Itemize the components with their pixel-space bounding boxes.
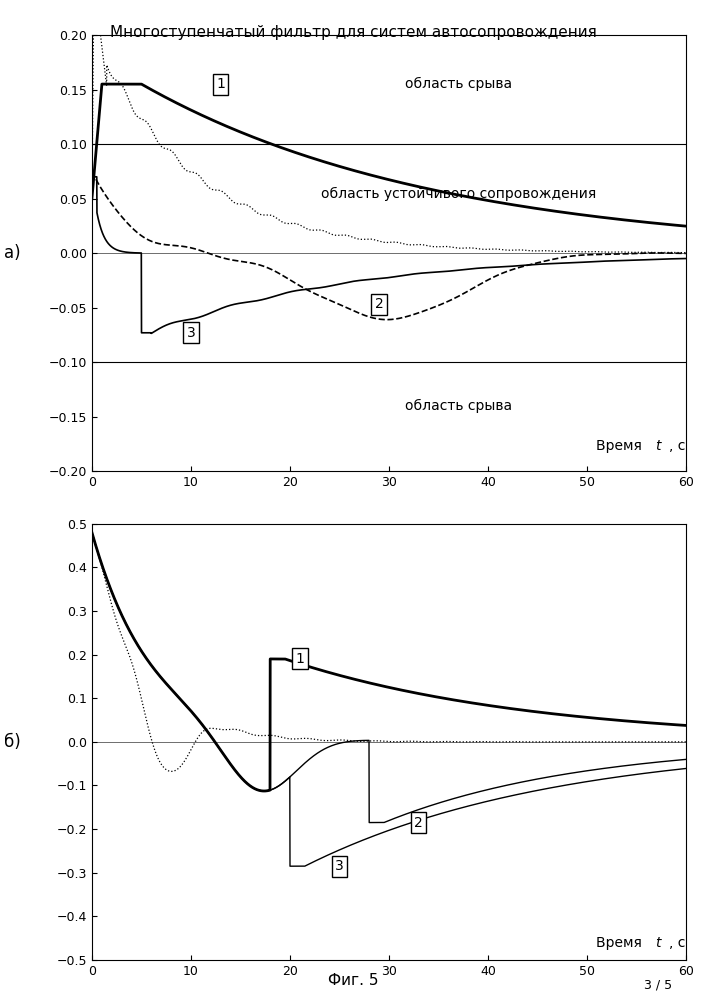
Text: область срыва: область срыва xyxy=(404,77,512,91)
Text: область срыва: область срыва xyxy=(404,399,512,413)
Text: 3: 3 xyxy=(187,326,195,340)
Text: 2: 2 xyxy=(375,297,383,311)
Text: 1: 1 xyxy=(296,652,304,666)
Text: , с: , с xyxy=(670,439,686,453)
Text: 3: 3 xyxy=(335,859,344,873)
Text: Многоступенчатый фильтр для систем автосопровождения: Многоступенчатый фильтр для систем автос… xyxy=(110,25,597,40)
Text: область устойчивого сопровождения: область устойчивого сопровождения xyxy=(320,187,596,201)
Text: t: t xyxy=(655,936,661,950)
Text: 3 / 5: 3 / 5 xyxy=(643,979,672,992)
Text: Время: Время xyxy=(596,936,646,950)
Text: Время: Время xyxy=(596,439,646,453)
Text: б): б) xyxy=(4,733,21,751)
Text: 2: 2 xyxy=(414,816,423,830)
Text: , с: , с xyxy=(670,936,686,950)
Text: 1: 1 xyxy=(216,77,225,91)
Text: Фиг. 5: Фиг. 5 xyxy=(328,973,379,988)
Text: t: t xyxy=(655,439,661,453)
Text: а): а) xyxy=(4,244,21,262)
